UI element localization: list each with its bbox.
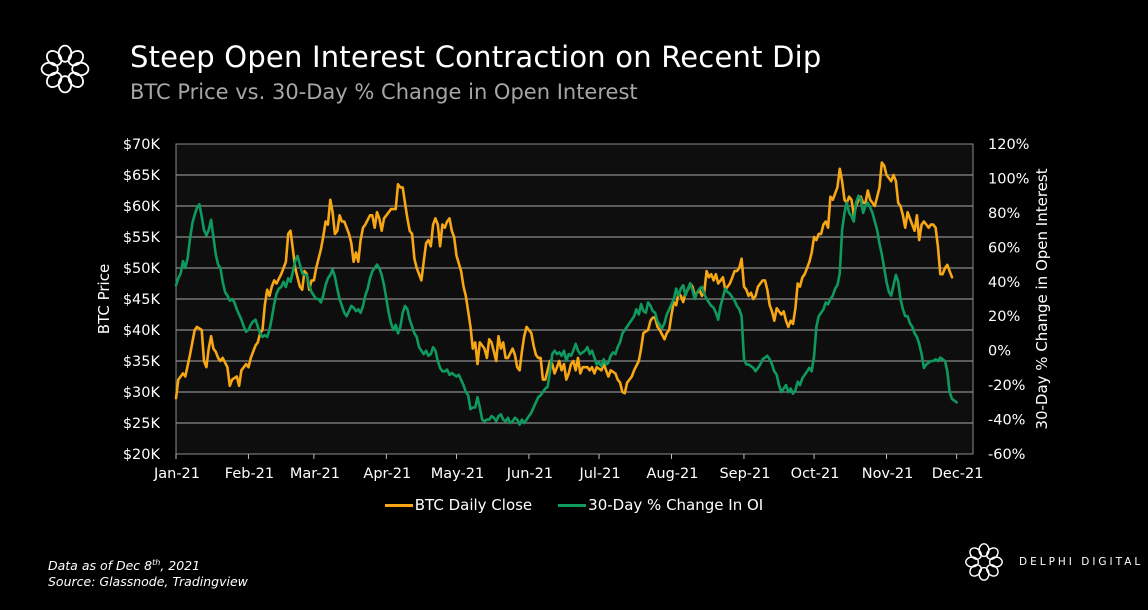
x-tick-label: Dec-21 — [932, 466, 984, 482]
x-tick-label: Aug-21 — [646, 466, 698, 482]
data-date-note: Data as of Dec 8th, 2021 — [48, 558, 201, 574]
x-tick-label: Jul-21 — [578, 466, 620, 482]
y2-tick-label: 20% — [988, 309, 1020, 325]
y2-tick-label: -20% — [988, 378, 1025, 394]
x-tick-label: Mar-21 — [290, 466, 340, 482]
legend-label-oi: 30-Day % Change In OI — [588, 496, 764, 514]
y-tick-label: $60K — [123, 199, 161, 215]
legend-item-oi[interactable]: 30-Day % Change In OI — [558, 496, 763, 514]
y-tick-label: $55K — [123, 230, 161, 246]
x-tick-label: Sep-21 — [719, 466, 770, 482]
y2-tick-label: 80% — [988, 206, 1020, 222]
y2-tick-label: 0% — [988, 344, 1011, 360]
y-axis-left: $70K $65K $60K $55K $50K $45K $40K $35K $30K $25K… — [123, 137, 161, 463]
x-tick-label: Nov-21 — [862, 466, 914, 482]
y-tick-label: $35K — [123, 354, 161, 370]
y2-axis-title: 30-Day % Change in Open Interest — [1033, 168, 1051, 429]
x-tick-label: Oct-21 — [791, 466, 840, 482]
footnote: Data as of Dec 8th, 2021 Source: Glassno… — [48, 555, 248, 590]
x-axis: Jan-21 Feb-21 Mar-21 Apr-21 May-21 Jun-21 Jul-… — [153, 454, 984, 482]
source-note: Source: Glassnode, Tradingview — [48, 574, 248, 590]
x-tick-label: Apr-21 — [363, 466, 411, 482]
y-tick-label: $65K — [123, 168, 161, 184]
legend: BTC Daily Close 30-Day % Change In OI — [0, 496, 1148, 514]
y-tick-label: $40K — [123, 323, 161, 339]
legend-swatch-btc — [384, 503, 413, 507]
series-lines — [174, 161, 958, 426]
y2-tick-label: -40% — [988, 413, 1025, 429]
legend-label-btc: BTC Daily Close — [414, 496, 533, 514]
y-axis-title: BTC Price — [95, 264, 113, 334]
delphi-logo-icon — [40, 44, 90, 94]
y2-tick-label: 100% — [988, 171, 1029, 187]
y-tick-label: $70K — [123, 137, 161, 153]
legend-swatch-oi — [558, 503, 587, 507]
y-tick-label: $50K — [123, 261, 161, 277]
delphi-brand-logo-icon — [965, 543, 1003, 581]
brand-name: DELPHI DIGITAL — [1019, 556, 1144, 568]
y-tick-label: $25K — [123, 416, 161, 432]
x-tick-label: May-21 — [431, 466, 484, 482]
series-line-oi-30d-change — [174, 194, 958, 426]
legend-item-btc[interactable]: BTC Daily Close — [384, 496, 533, 514]
y2-tick-label: -60% — [988, 447, 1025, 463]
y-tick-label: $30K — [123, 385, 161, 401]
brand: DELPHI DIGITAL — [963, 541, 1143, 583]
x-tick-label: Jan-21 — [153, 466, 200, 482]
series-line-btc-daily-close — [174, 161, 954, 400]
y2-tick-label: 40% — [988, 275, 1020, 291]
y-axis-right: 120% 100% 80% 60% 40% 20% 0% -20% -40% -60% — [988, 137, 1029, 463]
y-tick-label: $45K — [123, 292, 161, 308]
x-tick-label: Feb-21 — [225, 466, 274, 482]
chart-title: Steep Open Interest Contraction on Recen… — [130, 40, 822, 74]
y2-tick-label: 60% — [988, 240, 1020, 256]
x-tick-label: Jun-21 — [506, 466, 553, 482]
y2-tick-label: 120% — [988, 137, 1029, 153]
chart-subtitle: BTC Price vs. 30-Day % Change in Open In… — [130, 80, 638, 104]
y-tick-label: $20K — [123, 447, 161, 463]
